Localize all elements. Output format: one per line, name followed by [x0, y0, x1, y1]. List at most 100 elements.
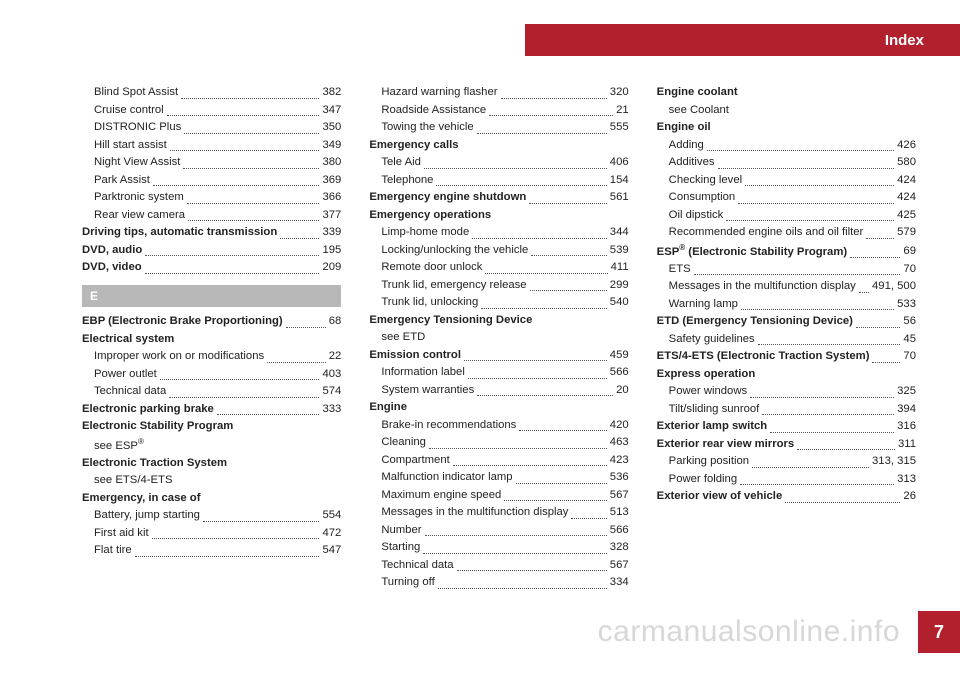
entry-page: 574	[322, 383, 341, 401]
leader-dots	[519, 430, 606, 431]
index-subentry: Warning lamp 533	[657, 296, 916, 314]
entry-page: 313	[897, 471, 916, 489]
index-subentry: Messages in the multifunction display491…	[657, 278, 916, 296]
column-1: Blind Spot Assist382Cruise control347DIS…	[82, 84, 341, 607]
index-subentry: see ESP®	[82, 436, 341, 455]
index-subentry: Telephone 154	[369, 172, 628, 190]
leader-dots	[750, 397, 894, 398]
leader-dots	[726, 220, 894, 221]
entry-label: Power outlet	[94, 366, 157, 384]
index-subentry: Roadside Assistance21	[369, 102, 628, 120]
entry-page: 403	[322, 366, 341, 384]
entry-label: Recommended engine oils and oil filter	[669, 224, 864, 242]
entry-label: Improper work on or modifications	[94, 348, 264, 366]
entry-page: 566	[610, 522, 629, 540]
entry-label: Telephone	[381, 172, 433, 190]
leader-dots	[741, 309, 894, 310]
leader-dots	[850, 257, 900, 258]
index-subentry: Rear view camera377	[82, 207, 341, 225]
leader-dots	[438, 588, 607, 589]
index-subentry: Blind Spot Assist382	[82, 84, 341, 102]
leader-dots	[489, 115, 613, 116]
index-subentry: Tilt/sliding sunroof394	[657, 401, 916, 419]
entry-label: Express operation	[657, 366, 756, 384]
entry-label: Emergency engine shutdown	[369, 189, 526, 207]
index-heading: Electronic parking brake333	[82, 401, 341, 419]
entry-page: 154	[610, 172, 629, 190]
entry-page: 472	[322, 525, 341, 543]
index-subentry: Limp-home mode344	[369, 224, 628, 242]
entry-page: 540	[610, 294, 629, 312]
leader-dots	[859, 292, 869, 293]
leader-dots	[758, 344, 901, 345]
entry-page: 339	[322, 224, 341, 242]
index-subentry: DISTRONIC Plus350	[82, 119, 341, 137]
index-subentry: Brake-in recommendations420	[369, 417, 628, 435]
index-heading: Emergency engine shutdown561	[369, 189, 628, 207]
leader-dots	[694, 274, 901, 275]
entry-label: Emergency operations	[369, 207, 491, 225]
entry-label: Messages in the multifunction display	[381, 504, 568, 522]
leader-dots	[797, 449, 895, 450]
entry-label: Electronic Stability Program	[82, 418, 233, 436]
index-subentry: Remote door unlock411	[369, 259, 628, 277]
index-subentry: Maximum engine speed567	[369, 487, 628, 505]
entry-label: Driving tips, automatic transmission	[82, 224, 277, 242]
entry-page: 459	[610, 347, 629, 365]
entry-page: 536	[610, 469, 629, 487]
entry-label: see ETS/4-ETS	[94, 472, 172, 490]
entry-label: Battery, jump starting	[94, 507, 200, 525]
content-columns: Blind Spot Assist382Cruise control347DIS…	[82, 84, 916, 607]
entry-label: Adding	[669, 137, 704, 155]
entry-page: 491, 500	[872, 278, 916, 296]
index-heading: Electrical system	[82, 331, 341, 349]
entry-page: 328	[610, 539, 629, 557]
leader-dots	[785, 502, 900, 503]
index-heading: ETS/4-ETS (Electronic Traction System)70	[657, 348, 916, 366]
entry-label: Tele Aid	[381, 154, 421, 172]
leader-dots	[740, 484, 894, 485]
entry-page: 425	[897, 207, 916, 225]
index-subentry: Night View Assist380	[82, 154, 341, 172]
index-subentry: Cleaning463	[369, 434, 628, 452]
index-subentry: Park Assist369	[82, 172, 341, 190]
leader-dots	[160, 379, 320, 380]
entry-label: Cruise control	[94, 102, 164, 120]
entry-label: Power windows	[669, 383, 747, 401]
index-subentry: Oil dipstick425	[657, 207, 916, 225]
entry-label: Warning lamp	[669, 296, 738, 314]
entry-page: 423	[610, 452, 629, 470]
entry-label: Exterior view of vehicle	[657, 488, 783, 506]
index-subentry: Additives580	[657, 154, 916, 172]
entry-page: 406	[610, 154, 629, 172]
entry-label: see ETD	[381, 329, 425, 347]
leader-dots	[183, 168, 319, 169]
entry-label: Locking/unlocking the vehicle	[381, 242, 528, 260]
index-page: Index Blind Spot Assist382Cruise control…	[0, 0, 960, 677]
leader-dots	[762, 414, 894, 415]
section-letter-box: E	[82, 285, 341, 308]
entry-page: 366	[322, 189, 341, 207]
entry-label: Electronic Traction System	[82, 455, 227, 473]
index-subentry: Hill start assist349	[82, 137, 341, 155]
entry-page: 369	[322, 172, 341, 190]
entry-page: 68	[329, 313, 342, 331]
leader-dots	[429, 448, 607, 449]
entry-label: Tilt/sliding sunroof	[669, 401, 760, 419]
entry-label: Malfunction indicator lamp	[381, 469, 512, 487]
leader-dots	[217, 414, 320, 415]
index-heading: Express operation	[657, 366, 916, 384]
index-heading: Emergency Tensioning Device	[369, 312, 628, 330]
entry-label: Number	[381, 522, 421, 540]
index-subentry: Parktronic system 366	[82, 189, 341, 207]
entry-page: 424	[897, 172, 916, 190]
entry-label: Trunk lid, emergency release	[381, 277, 526, 295]
entry-page: 567	[610, 487, 629, 505]
leader-dots	[752, 467, 869, 468]
entry-label: Parktronic system	[94, 189, 184, 207]
index-subentry: see ETD	[369, 329, 628, 347]
leader-dots	[504, 500, 607, 501]
entry-page: 533	[897, 296, 916, 314]
entry-page: 579	[897, 224, 916, 242]
column-3: Engine coolantsee CoolantEngine oilAddin…	[657, 84, 916, 607]
